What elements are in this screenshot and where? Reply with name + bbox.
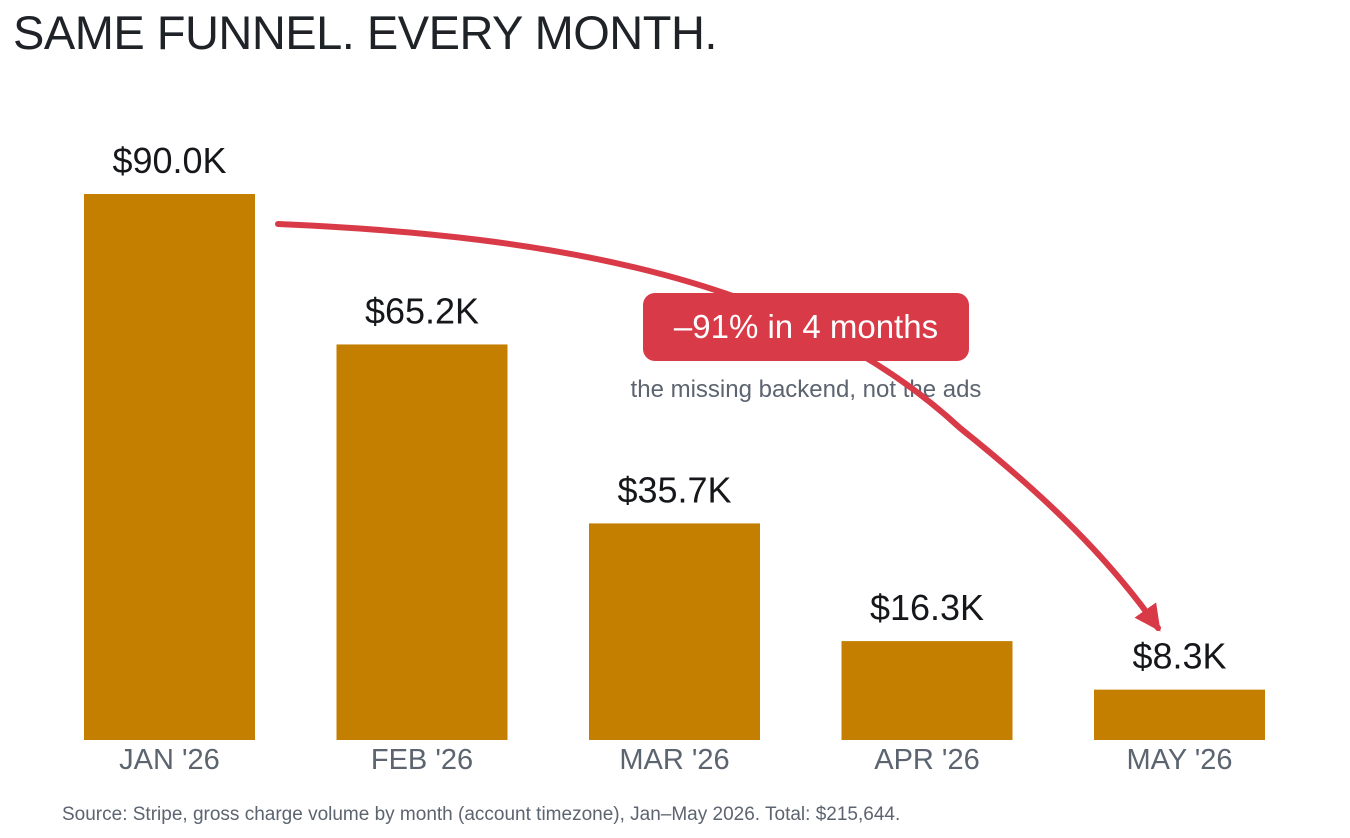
bar-feb-26 bbox=[336, 344, 508, 740]
bar-jan-26 bbox=[84, 194, 255, 740]
annotation-badge-background bbox=[643, 293, 969, 361]
value-label-feb-26: $65.2K bbox=[365, 290, 479, 331]
chart-title: SAME FUNNEL. EVERY MONTH. bbox=[13, 6, 717, 59]
annotation-layer: the missing backend, not the ads –91% in… bbox=[275, 221, 1161, 632]
bar-mar-26 bbox=[589, 523, 760, 740]
value-label-may-26: $8.3K bbox=[1132, 636, 1226, 677]
x-tick-label-may-26: MAY '26 bbox=[1126, 744, 1232, 776]
source-note: Source: Stripe, gross charge volume by m… bbox=[62, 804, 901, 825]
annotation-badge-label: –91% in 4 months bbox=[674, 308, 938, 345]
annotation-badge: –91% in 4 months bbox=[643, 293, 969, 361]
bar-apr-26 bbox=[841, 641, 1013, 740]
x-axis-labels: JAN '26 FEB '26 MAR '26 APR '26 MAY '26 bbox=[119, 744, 1232, 776]
x-tick-label-mar-26: MAR '26 bbox=[619, 744, 729, 776]
value-label-mar-26: $35.7K bbox=[617, 469, 731, 510]
value-label-apr-26: $16.3K bbox=[870, 587, 984, 628]
value-label-jan-26: $90.0K bbox=[112, 140, 226, 181]
bars-layer bbox=[84, 194, 1265, 740]
x-tick-label-apr-26: APR '26 bbox=[874, 744, 979, 776]
value-labels-layer: $90.0K $65.2K $35.7K $16.3K $8.3K bbox=[112, 140, 1226, 677]
drop-arrow bbox=[275, 221, 1161, 632]
x-tick-label-jan-26: JAN '26 bbox=[119, 744, 220, 776]
bar-may-26 bbox=[1094, 689, 1265, 740]
x-tick-label-feb-26: FEB '26 bbox=[371, 744, 473, 776]
